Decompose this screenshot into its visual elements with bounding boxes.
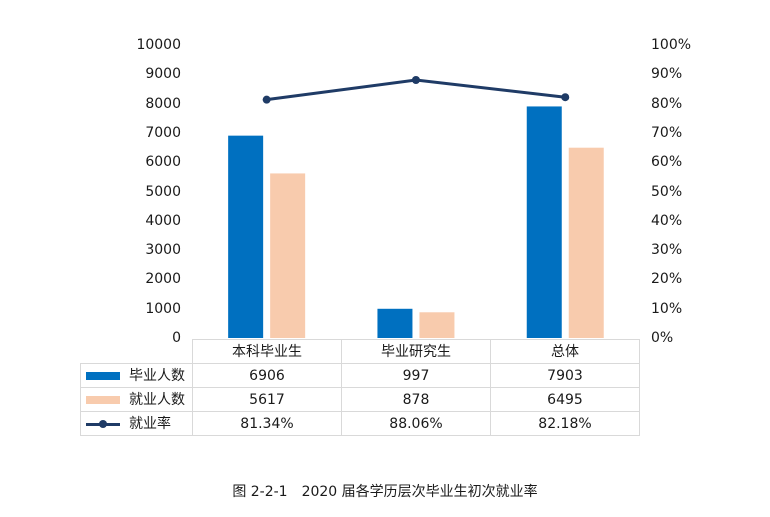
table-row: 就业率 81.34% 88.06% 82.18%	[80, 411, 640, 436]
right-axis-tick: 100%	[651, 37, 692, 53]
right-axis-tick: 70%	[651, 124, 683, 141]
legend-label: 就业率	[129, 415, 171, 432]
bar	[568, 147, 604, 338]
table-header-row: 本科毕业生 毕业研究生 总体	[80, 339, 640, 364]
table-cell: 5617	[192, 387, 342, 412]
left-axis-tick: 3000	[145, 242, 181, 259]
left-axis-tick: 0	[172, 330, 181, 346]
right-axis-tick: 90%	[651, 66, 683, 83]
table-header-cell: 毕业研究生	[341, 339, 491, 364]
right-axis-tick: 10%	[651, 300, 683, 317]
right-axis-tick: 40%	[651, 212, 683, 229]
figure-caption: 图 2-2-1 2020 届各学历层次毕业生初次就业率	[232, 484, 538, 500]
table-corner	[80, 339, 193, 364]
bar	[270, 173, 306, 338]
table-cell: 997	[341, 363, 491, 388]
bar	[228, 135, 264, 338]
legend-label: 就业人数	[129, 391, 185, 408]
right-axis-tick: 30%	[651, 242, 683, 259]
legend-label: 毕业人数	[129, 367, 185, 384]
line-marker	[561, 93, 570, 102]
table-cell: 7903	[490, 363, 640, 388]
bar	[377, 308, 413, 338]
table-header-cell: 本科毕业生	[192, 339, 342, 364]
left-axis-tick: 8000	[145, 95, 181, 112]
table-cell: 6906	[192, 363, 342, 388]
table-header-cell: 总体	[490, 339, 640, 364]
left-axis-tick: 1000	[145, 300, 181, 317]
right-axis-tick: 20%	[651, 271, 683, 288]
right-axis-tick: 50%	[651, 183, 683, 200]
data-table: 本科毕业生 毕业研究生 总体 毕业人数 6906 997 7903 就业人数 5…	[80, 339, 640, 436]
right-axis-tick: 0%	[651, 330, 674, 346]
bar	[526, 106, 562, 338]
left-axis-tick: 4000	[145, 212, 181, 229]
legend-employed: 就业人数	[80, 387, 193, 412]
left-axis-tick: 2000	[145, 271, 181, 288]
table-cell: 6495	[490, 387, 640, 412]
line-marker	[262, 95, 271, 104]
legend-graduates: 毕业人数	[80, 363, 193, 388]
right-axis-tick: 60%	[651, 154, 683, 171]
table-cell: 88.06%	[341, 411, 491, 436]
table-cell: 878	[341, 387, 491, 412]
right-axis-tick: 80%	[651, 95, 683, 112]
left-axis-tick: 10000	[136, 37, 181, 53]
left-axis-tick: 5000	[145, 183, 181, 200]
peach-bar-swatch-icon	[86, 395, 120, 404]
line-marker-swatch-icon	[86, 419, 120, 429]
blue-bar-swatch-icon	[86, 371, 120, 380]
left-axis-tick: 9000	[145, 66, 181, 83]
table-cell: 82.18%	[490, 411, 640, 436]
left-axis-tick: 6000	[145, 154, 181, 171]
table-row: 就业人数 5617 878 6495	[80, 387, 640, 412]
left-axis-tick: 7000	[145, 124, 181, 141]
table-cell: 81.34%	[192, 411, 342, 436]
legend-employment-rate: 就业率	[80, 411, 193, 436]
bar	[419, 312, 455, 338]
line-marker	[411, 75, 420, 84]
table-row: 毕业人数 6906 997 7903	[80, 363, 640, 388]
